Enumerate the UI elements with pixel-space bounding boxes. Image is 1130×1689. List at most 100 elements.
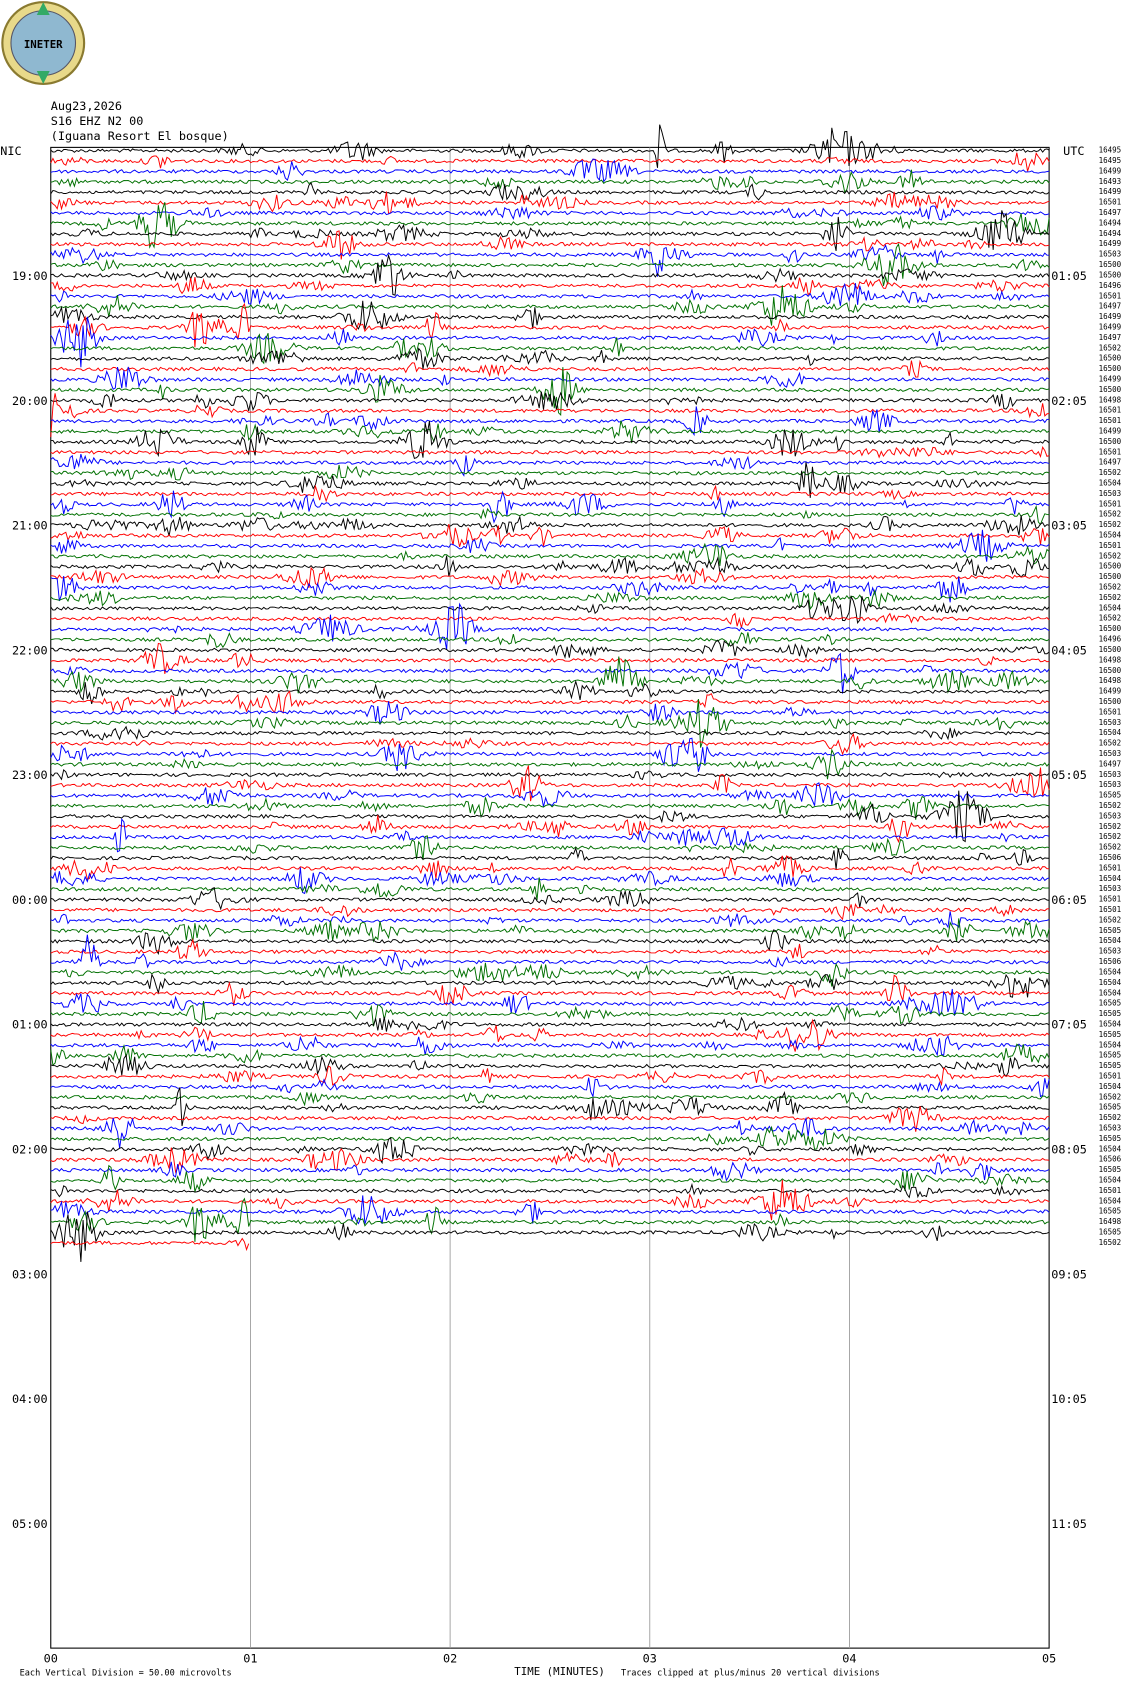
trace-number: 16501 [1099,895,1122,904]
trace-number: 16505 [1099,1207,1122,1216]
trace-number: 16504 [1099,1144,1122,1153]
trace-number: 16501 [1099,291,1122,300]
trace-number: 16495 [1099,156,1122,165]
trace-number: 16499 [1099,322,1122,331]
seismic-trace [50,690,1050,715]
seismic-trace [50,202,1050,249]
station: S16 EHZ N2 00 [51,114,144,128]
seismic-trace [50,652,1050,694]
seismic-trace [50,1195,1050,1225]
left-time-label: 04:00 [12,1392,48,1406]
seismic-trace [50,514,1050,537]
right-time-label: 08:05 [1051,1143,1087,1157]
seismic-trace [50,420,1050,444]
right-time-label: 10:05 [1051,1392,1087,1406]
seismic-trace [50,524,1050,547]
trace-number: 16502 [1099,551,1122,560]
seismic-trace [50,464,1050,481]
trace-number: 16494 [1099,218,1122,227]
trace-number: 16502 [1099,843,1122,852]
seismic-trace [50,595,1050,624]
seismic-trace [50,191,1050,215]
seismic-trace [50,911,1050,929]
seismic-trace [50,169,1050,194]
trace-number: 16504 [1099,1176,1122,1185]
left-time-label: 00:00 [12,893,48,907]
seismic-trace [50,602,1050,650]
trace-number: 16501 [1099,416,1122,425]
trace-number: 16494 [1099,229,1122,238]
trace-number: 16504 [1099,531,1122,540]
seismic-trace [50,1116,1050,1149]
trace-number: 16505 [1099,999,1122,1008]
trace-number: 16497 [1099,333,1122,342]
seismic-trace [50,988,1050,1016]
seismic-trace [50,285,1050,326]
seismic-trace [50,782,1050,807]
right-time-label: 06:05 [1051,893,1087,907]
trace-number: 16503 [1099,749,1122,758]
seismic-trace [50,302,1050,348]
seismic-trace [50,748,1050,780]
trace-number: 16502 [1099,801,1122,810]
seismic-trace [50,877,1050,900]
trace-number: 16500 [1099,385,1122,394]
seismic-trace [50,1182,1050,1199]
seismic-trace [50,790,1050,843]
seismic-trace [50,366,1050,390]
trace-number: 16503 [1099,947,1122,956]
trace-number: 16504 [1099,728,1122,737]
plot-frame [50,146,1050,1649]
left-time-label: 19:00 [12,269,48,283]
trace-number: 16497 [1099,759,1122,768]
logo-text: INETER [24,38,63,51]
trace-number: 16500 [1099,364,1122,373]
logo: INETER [1,1,86,85]
right-time-label: 09:05 [1051,1267,1087,1281]
seismic-trace [50,937,1050,960]
seismic-trace [50,1087,1050,1127]
trace-number: 16501 [1099,863,1122,872]
x-axis-title: TIME (MINUTES) [514,1665,605,1678]
seismic-trace [50,1054,1050,1078]
seismic-trace [50,1211,1050,1262]
seismic-trace [50,1179,1050,1221]
seismic-trace [50,316,1050,368]
trace-number: 16502 [1099,343,1122,352]
seismic-trace [50,974,1050,1007]
trace-number: 16503 [1099,250,1122,259]
trace-number: 16499 [1099,374,1122,383]
trace-number: 16501 [1099,707,1122,716]
seismic-trace [50,210,1050,251]
trace-number: 16495 [1099,146,1122,155]
seismic-trace [50,230,1050,260]
trace-number: 16497 [1099,208,1122,217]
trace-number: 16501 [1099,541,1122,550]
trace-number: 16504 [1099,936,1122,945]
seismic-trace [50,1164,1050,1192]
x-tick-label: 03 [643,1651,657,1665]
seismic-trace [50,1147,1050,1174]
trace-number: 16499 [1099,426,1122,435]
seismic-trace [50,732,1050,756]
seismic-trace [50,835,1050,861]
trace-number: 16503 [1099,780,1122,789]
trace-number: 16506 [1099,957,1122,966]
seismic-trace [50,490,1050,524]
seismic-trace [50,902,1050,921]
left-time-label: 05:00 [12,1517,48,1531]
left-time-label: 20:00 [12,394,48,408]
seismic-trace [50,846,1050,870]
seismic-trace [50,1035,1050,1057]
trace-number: 16503 [1099,884,1122,893]
seismic-trace [50,699,1050,748]
trace-number: 16501 [1099,1186,1122,1195]
trace-number: 16504 [1099,988,1122,997]
seismic-trace [50,814,1050,844]
seismic-trace [50,253,1050,296]
trace-number: 16504 [1099,1019,1122,1028]
seismic-trace [50,737,1050,772]
seismic-trace [50,300,1050,330]
seismic-trace [50,1197,1050,1242]
